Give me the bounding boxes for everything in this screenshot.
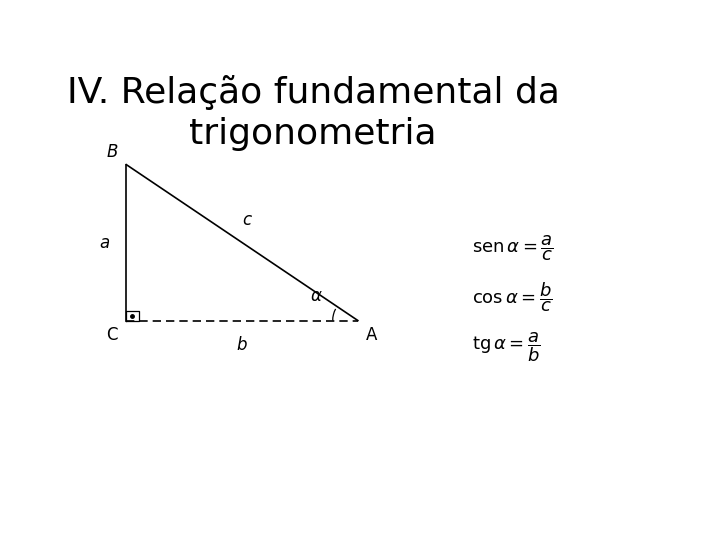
Text: $\mathregular{cos}\,\alpha = \dfrac{b}{c}$: $\mathregular{cos}\,\alpha = \dfrac{b}{c… (472, 281, 553, 314)
Text: B: B (107, 143, 118, 161)
Text: $\mathregular{sen}\,\alpha = \dfrac{a}{c}$: $\mathregular{sen}\,\alpha = \dfrac{a}{c… (472, 233, 554, 262)
Text: α: α (310, 287, 322, 305)
Text: trigonometria: trigonometria (189, 117, 437, 151)
Text: c: c (242, 211, 251, 229)
Text: IV. Relação fundamental da: IV. Relação fundamental da (67, 75, 559, 110)
Text: A: A (366, 326, 377, 343)
Text: a: a (99, 234, 109, 252)
Text: C: C (107, 326, 118, 343)
Text: b: b (237, 336, 247, 354)
Text: $\mathregular{tg}\,\alpha = \dfrac{a}{b}$: $\mathregular{tg}\,\alpha = \dfrac{a}{b}… (472, 330, 541, 365)
